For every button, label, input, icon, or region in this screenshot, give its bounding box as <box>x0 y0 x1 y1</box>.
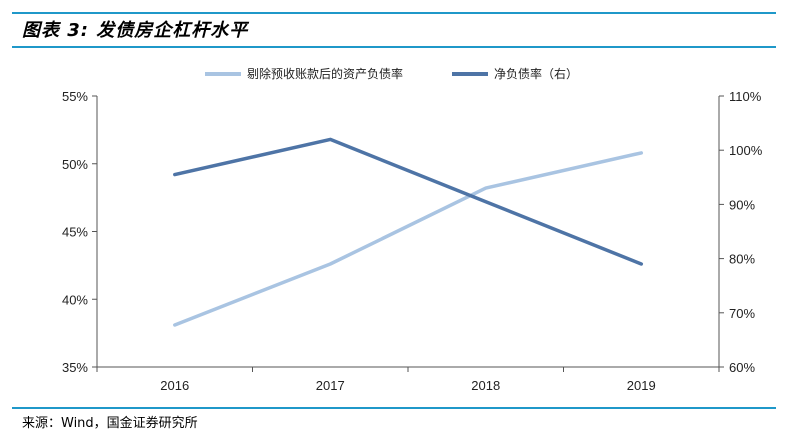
bottom-rule <box>12 407 776 409</box>
x-tick-label: 2016 <box>160 378 189 393</box>
title-rule <box>12 46 776 48</box>
x-tick-label: 2018 <box>471 378 500 393</box>
right-tick-label: 100% <box>729 143 763 158</box>
top-rule <box>12 12 776 14</box>
legend-label-asset-liability: 剔除预收账款后的资产负债率 <box>247 66 403 81</box>
figure-title: 图表 3: 发债房企杠杆水平 <box>22 20 249 41</box>
series-line-asset-liability <box>173 151 644 327</box>
right-tick-label: 70% <box>729 306 755 321</box>
right-tick-label: 110% <box>729 89 762 104</box>
left-tick-label: 50% <box>62 157 88 172</box>
left-tick-label: 35% <box>62 360 88 375</box>
right-tick-label: 90% <box>729 197 755 212</box>
x-tick-label: 2017 <box>316 378 345 393</box>
left-tick-label: 40% <box>62 292 88 307</box>
left-tick-label: 45% <box>62 225 88 240</box>
series-line-net-debt <box>173 137 644 266</box>
right-tick-label: 60% <box>729 360 755 375</box>
right-tick-label: 80% <box>729 252 755 267</box>
legend-label-net-debt: 净负债率（右） <box>494 66 578 81</box>
left-tick-label: 55% <box>62 89 88 104</box>
source-note: 来源：Wind，国金证券研究所 <box>22 416 198 431</box>
x-tick-label: 2019 <box>627 378 656 393</box>
